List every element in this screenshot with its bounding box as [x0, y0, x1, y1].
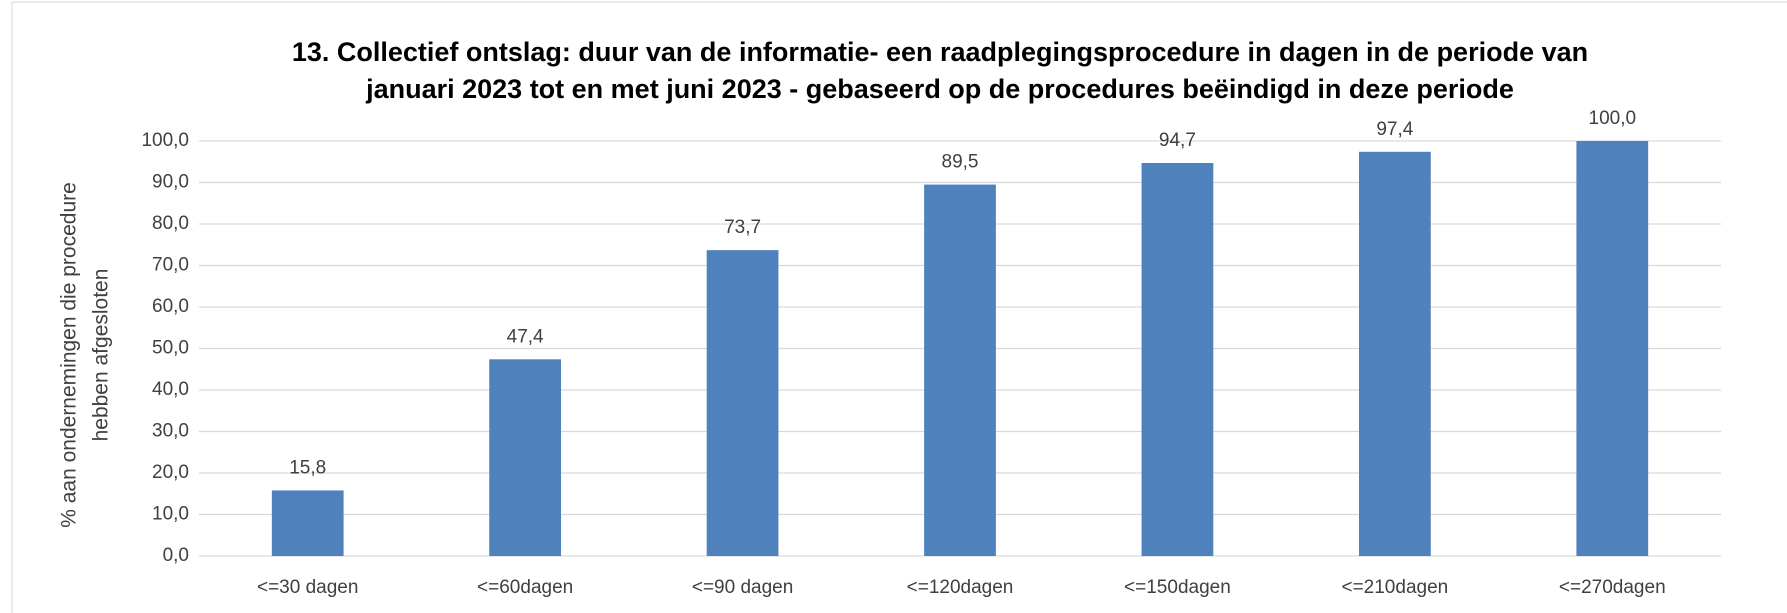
- x-tick-label: <=150dagen: [1124, 577, 1231, 598]
- bar: [706, 250, 779, 556]
- y-tick-label: 30,0: [152, 421, 189, 442]
- bar: [271, 490, 344, 556]
- y-tick-label: 60,0: [152, 296, 189, 317]
- x-tick-label: <=120dagen: [907, 577, 1014, 598]
- x-tick-label: <=210dagen: [1341, 577, 1448, 598]
- y-tick-label: 40,0: [152, 379, 189, 400]
- data-label: 89,5: [942, 152, 979, 173]
- chart-title: 13. Collectief ontslag: duur van de info…: [292, 37, 1588, 67]
- data-label: 15,8: [289, 457, 326, 478]
- data-label: 73,7: [724, 217, 761, 238]
- bar: [1576, 141, 1649, 556]
- y-tick-label: 10,0: [152, 504, 189, 525]
- data-label: 94,7: [1159, 130, 1196, 151]
- bar: [1358, 151, 1431, 557]
- data-label: 97,4: [1376, 119, 1413, 140]
- y-tick-label: 20,0: [152, 462, 189, 483]
- x-tick-label: <=60dagen: [477, 577, 573, 598]
- y-tick-label: 70,0: [152, 255, 189, 276]
- bar: [924, 184, 996, 556]
- y-axis-label: hebben afgesloten: [90, 269, 113, 442]
- y-tick-label: 80,0: [152, 213, 189, 234]
- y-axis-label: % aan ondernemingen die procedure: [58, 182, 81, 528]
- y-tick-label: 0,0: [163, 545, 189, 566]
- x-tick-label: <=270dagen: [1559, 577, 1666, 598]
- x-tick-label: <=90 dagen: [692, 577, 793, 598]
- y-tick-label: 100,0: [141, 130, 189, 151]
- x-tick-label: <=30 dagen: [257, 577, 358, 598]
- data-label: 47,4: [507, 326, 544, 347]
- y-tick-label: 90,0: [152, 172, 189, 193]
- y-tick-label: 50,0: [152, 338, 189, 359]
- bar: [489, 359, 562, 556]
- bar: [1141, 162, 1214, 556]
- chart-title: januari 2023 tot en met juni 2023 - geba…: [365, 74, 1514, 104]
- data-label: 100,0: [1589, 108, 1637, 129]
